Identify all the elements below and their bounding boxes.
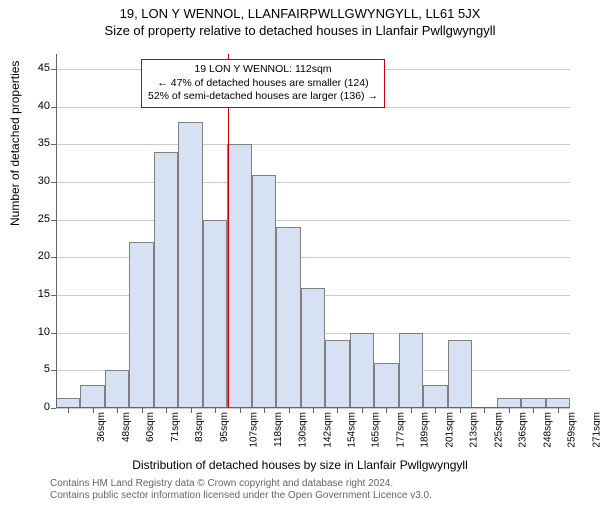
x-tick-label: 95sqm bbox=[219, 412, 230, 442]
histogram-bar bbox=[80, 385, 104, 408]
x-tick bbox=[386, 408, 387, 413]
x-tick bbox=[289, 408, 290, 413]
histogram-bar bbox=[252, 175, 276, 408]
x-tick bbox=[117, 408, 118, 413]
x-tick bbox=[533, 408, 534, 413]
y-tick-label: 5 bbox=[26, 363, 50, 375]
x-tick-label: 107sqm bbox=[249, 412, 260, 448]
x-tick-label: 130sqm bbox=[298, 412, 309, 448]
x-tick bbox=[166, 408, 167, 413]
y-tick-label: 35 bbox=[26, 137, 50, 149]
histogram-bar bbox=[178, 122, 202, 408]
y-tick-label: 25 bbox=[26, 213, 50, 225]
x-tick-label: 165sqm bbox=[371, 412, 382, 448]
y-tick bbox=[51, 408, 56, 409]
chart-title-main: 19, LON Y WENNOL, LLANFAIRPWLLGWYNGYLL, … bbox=[0, 6, 600, 21]
x-tick-label: 271sqm bbox=[591, 412, 600, 448]
y-axis-line bbox=[56, 54, 57, 408]
x-tick bbox=[191, 408, 192, 413]
x-tick-label: 201sqm bbox=[444, 412, 455, 448]
x-tick bbox=[509, 408, 510, 413]
chart-title-sub: Size of property relative to detached ho… bbox=[0, 23, 600, 38]
annotation-line-1: 19 LON Y WENNOL: 112sqm bbox=[148, 63, 378, 77]
x-tick-label: 154sqm bbox=[347, 412, 358, 448]
x-tick bbox=[435, 408, 436, 413]
x-tick-label: 259sqm bbox=[567, 412, 578, 448]
grid-line bbox=[56, 182, 570, 183]
y-tick-label: 15 bbox=[26, 288, 50, 300]
x-tick-label: 142sqm bbox=[322, 412, 333, 448]
x-tick bbox=[362, 408, 363, 413]
y-tick-label: 45 bbox=[26, 62, 50, 74]
histogram-bar bbox=[154, 152, 178, 408]
annotation-box: 19 LON Y WENNOL: 112sqm← 47% of detached… bbox=[141, 59, 385, 108]
y-tick-label: 40 bbox=[26, 100, 50, 112]
histogram-bar bbox=[129, 242, 153, 408]
x-tick-label: 71sqm bbox=[170, 412, 181, 442]
x-tick bbox=[93, 408, 94, 413]
x-tick-label: 118sqm bbox=[272, 412, 283, 447]
x-axis-label: Distribution of detached houses by size … bbox=[0, 458, 600, 472]
histogram-bar bbox=[203, 220, 227, 408]
x-tick-label: 36sqm bbox=[96, 412, 107, 442]
plot-area: 05101520253035404536sqm48sqm60sqm71sqm83… bbox=[56, 54, 570, 408]
histogram-bar bbox=[276, 227, 300, 408]
histogram-bar bbox=[374, 363, 398, 408]
histogram-bar bbox=[399, 333, 423, 408]
grid-line bbox=[56, 144, 570, 145]
histogram-bar bbox=[325, 340, 349, 408]
x-tick-label: 236sqm bbox=[518, 412, 529, 448]
x-tick bbox=[558, 408, 559, 413]
x-tick bbox=[460, 408, 461, 413]
x-tick bbox=[142, 408, 143, 413]
histogram-bar bbox=[448, 340, 472, 408]
x-tick bbox=[484, 408, 485, 413]
y-tick-label: 20 bbox=[26, 250, 50, 262]
x-tick bbox=[337, 408, 338, 413]
grid-line bbox=[56, 220, 570, 221]
y-tick-label: 30 bbox=[26, 175, 50, 187]
x-tick-label: 213sqm bbox=[469, 412, 480, 448]
x-tick-label: 189sqm bbox=[420, 412, 431, 448]
x-axis-line bbox=[56, 407, 570, 408]
annotation-line-3: 52% of semi-detached houses are larger (… bbox=[148, 90, 378, 104]
x-tick-label: 60sqm bbox=[145, 412, 156, 442]
x-tick-label: 177sqm bbox=[396, 412, 407, 448]
footnote: Contains HM Land Registry data © Crown c… bbox=[50, 478, 432, 502]
x-tick bbox=[240, 408, 241, 413]
x-tick bbox=[215, 408, 216, 413]
x-tick-label: 225sqm bbox=[493, 412, 504, 448]
histogram-bar bbox=[227, 144, 251, 408]
y-tick-label: 10 bbox=[26, 326, 50, 338]
histogram-bar bbox=[423, 385, 447, 408]
x-tick bbox=[411, 408, 412, 413]
histogram-bar bbox=[350, 333, 374, 408]
y-axis-label: Number of detached properties bbox=[8, 61, 22, 226]
annotation-line-2: ← 47% of detached houses are smaller (12… bbox=[148, 77, 378, 91]
x-tick bbox=[68, 408, 69, 413]
footnote-line-2: Contains public sector information licen… bbox=[50, 490, 432, 502]
y-tick-label: 0 bbox=[26, 401, 50, 413]
x-tick bbox=[264, 408, 265, 413]
footnote-line-1: Contains HM Land Registry data © Crown c… bbox=[50, 478, 432, 490]
x-tick bbox=[313, 408, 314, 413]
x-tick-label: 48sqm bbox=[121, 412, 132, 442]
histogram-bar bbox=[301, 288, 325, 409]
x-tick-label: 83sqm bbox=[194, 412, 205, 442]
chart-container: 19, LON Y WENNOL, LLANFAIRPWLLGWYNGYLL, … bbox=[0, 6, 600, 506]
x-tick-label: 248sqm bbox=[542, 412, 553, 448]
histogram-bar bbox=[105, 370, 129, 408]
